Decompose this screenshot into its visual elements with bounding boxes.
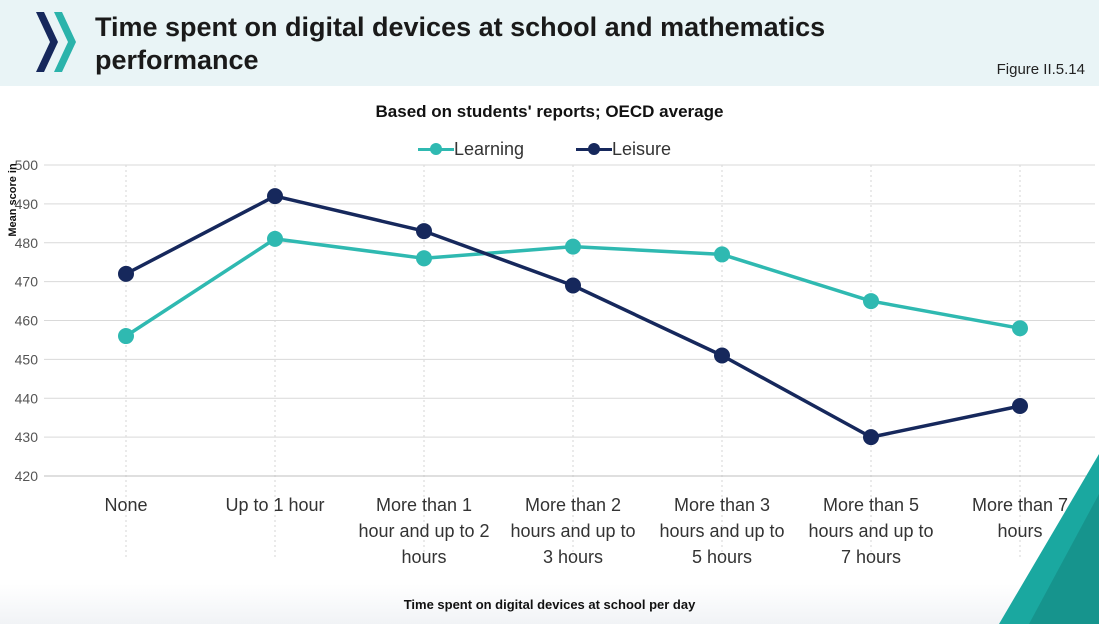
y-tick-label: 490 [15,196,39,212]
y-tick-label: 440 [15,390,39,406]
y-tick-label: 480 [15,235,39,251]
data-point-leisure [565,277,581,294]
x-axis-title: Time spent on digital devices at school … [403,597,696,612]
header-banner: Time spent on digital devices at school … [0,0,1099,86]
legend-item-leisure: Leisure [576,137,671,161]
data-point-learning [1012,320,1028,337]
y-tick-label: 420 [15,468,39,484]
x-tick-label: None [104,495,147,515]
chart-title: Based on students' reports; OECD average [375,102,724,121]
data-point-leisure [714,347,730,364]
x-tick-label: Up to 1 hour [225,495,324,515]
y-tick-label: 460 [15,313,39,329]
x-tick-label: More than 7 [972,495,1068,515]
data-point-learning [267,230,283,247]
data-point-leisure [267,188,283,205]
data-point-leisure [416,223,432,240]
legend-item-learning: Learning [418,137,524,161]
data-point-learning [714,246,730,263]
chart-legend: Learning Leisure [0,137,1099,161]
x-tick-label: 3 hours [543,547,603,567]
legend-label-leisure: Leisure [612,138,672,159]
x-tick-label: More than 3 [674,495,770,515]
legend-swatch-learning [418,137,454,161]
data-point-leisure [1012,398,1028,415]
legend-swatch-leisure [576,137,612,161]
figure-label: Figure II.5.14 [996,61,1085,78]
corner-decoration [999,454,1099,624]
data-point-learning [565,238,581,255]
data-point-leisure [863,429,879,446]
x-tick-label: hours and up to [808,521,933,541]
x-tick-label: hour and up to 2 [358,521,489,541]
y-tick-label: 430 [15,429,39,445]
x-tick-label: 5 hours [692,547,752,567]
x-tick-label: More than 2 [525,495,621,515]
bottom-fade [0,584,1099,624]
chevron-logo-icon [36,12,76,72]
x-tick-label: hours [997,521,1042,541]
x-tick-label: hours [401,547,446,567]
y-tick-label: 450 [15,351,39,367]
y-tick-label: 500 [15,157,39,173]
x-tick-label: More than 1 [376,495,472,515]
y-tick-label: 470 [15,274,39,290]
x-tick-label: hours and up to [510,521,635,541]
data-point-learning [863,293,879,310]
data-point-leisure [118,265,134,282]
x-tick-label: hours and up to [659,521,784,541]
data-point-learning [416,250,432,267]
y-axis-title: Mean score in [7,163,19,237]
x-tick-label: 7 hours [841,547,901,567]
legend-label-learning: Learning [454,138,525,159]
data-point-learning [118,328,134,345]
x-tick-label: More than 5 [823,495,919,515]
page-title: Time spent on digital devices at school … [95,12,826,75]
